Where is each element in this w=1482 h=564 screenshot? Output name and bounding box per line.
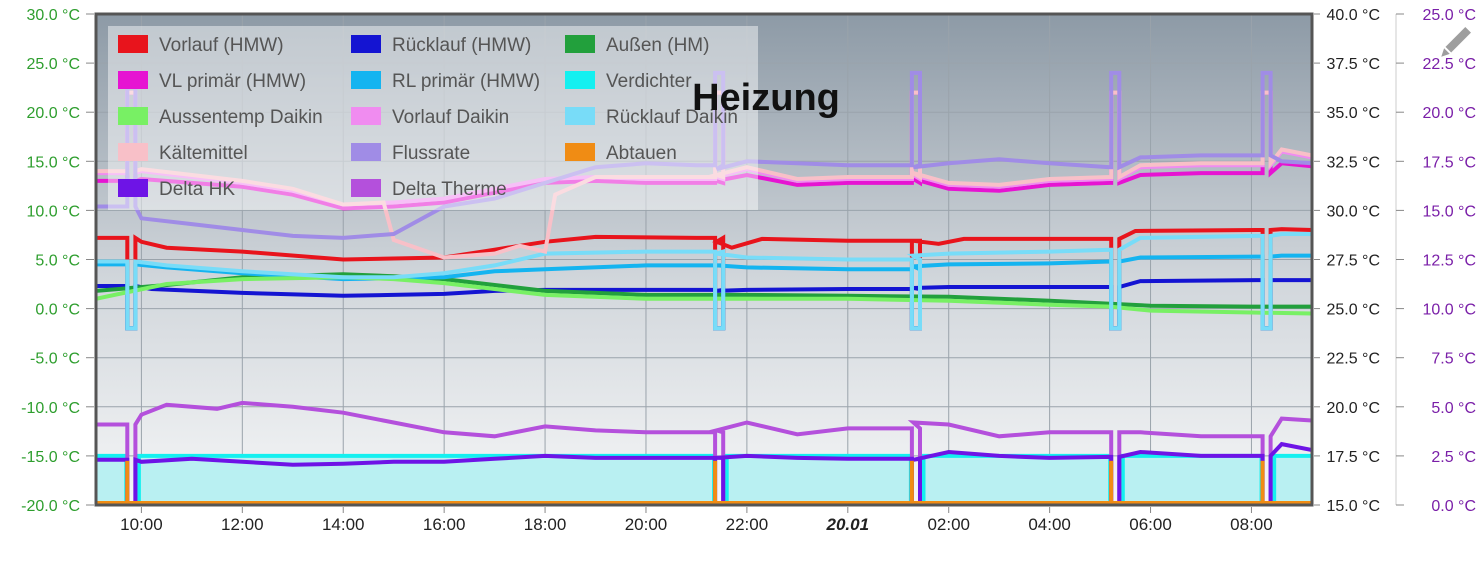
x-tick-label: 16:00 [423, 515, 466, 534]
abtauen-bar-0 [125, 460, 130, 505]
legend-swatch [351, 35, 381, 53]
verdichter-fill [96, 455, 1312, 505]
y-right2-tick-label: 22.5 °C [1422, 56, 1476, 73]
abtauen-bar-3 [1109, 460, 1114, 505]
y-right2-tick-label: 10.0 °C [1422, 302, 1476, 319]
legend-label[interactable]: Delta Therme [392, 179, 507, 200]
legend-label[interactable]: Flussrate [392, 143, 470, 164]
y-right2-tick-label: 7.5 °C [1431, 351, 1476, 368]
legend-label[interactable]: VL primär (HMW) [159, 71, 306, 92]
legend-swatch [565, 35, 595, 53]
y-left-tick-label: -10.0 °C [21, 400, 80, 417]
y-left-tick-label: 30.0 °C [26, 7, 80, 24]
legend-label[interactable]: Abtauen [606, 143, 677, 164]
x-axis: 10:00 12:00 14:00 16:00 18:00 20:00 22:00 20.01… [120, 507, 1273, 534]
x-tick-label: 02:00 [927, 515, 970, 534]
y-axis-left: -20.0 °C -15.0 °C -10.0 °C -5.0 °C 0.0 °C 5.0… [21, 7, 94, 515]
legend-label[interactable]: Kältemittel [159, 143, 248, 164]
y-right2-tick-label: 20.0 °C [1422, 105, 1476, 122]
legend-label[interactable]: Aussentemp Daikin [159, 107, 323, 128]
x-tick-label: 08:00 [1230, 515, 1273, 534]
series-line-8 [96, 90, 1312, 260]
abtauen-bar-2 [909, 460, 914, 505]
x-tick-label: 20:00 [625, 515, 668, 534]
y-right1-tick-label: 15.0 °C [1326, 498, 1380, 515]
y-right2-tick-label: 5.0 °C [1431, 400, 1476, 417]
legend-swatch [565, 71, 595, 89]
legend-swatch [351, 179, 381, 197]
legend-label[interactable]: Rücklauf (HMW) [392, 35, 531, 56]
y-left-tick-label: 5.0 °C [35, 253, 80, 270]
y-right2-tick-label: 15.0 °C [1422, 203, 1476, 220]
y-right1-tick-label: 20.0 °C [1326, 400, 1380, 417]
y-left-tick-label: 15.0 °C [26, 154, 80, 171]
y-right2-tick-label: 2.5 °C [1431, 449, 1476, 466]
y-right1-tick-label: 27.5 °C [1326, 253, 1380, 270]
x-tick-label: 14:00 [322, 515, 365, 534]
y-right1-tick-label: 25.0 °C [1326, 302, 1380, 319]
y-right1-tick-label: 32.5 °C [1326, 154, 1380, 171]
abtauen-bar-4 [1260, 460, 1265, 505]
edit-pencil-icon[interactable] [1438, 27, 1471, 60]
series-abtauen [96, 460, 1312, 505]
y-left-tick-label: -5.0 °C [30, 351, 80, 368]
legend-label[interactable]: RL primär (HMW) [392, 71, 540, 92]
y-right2-tick-label: 0.0 °C [1431, 498, 1476, 515]
y-left-tick-label: 20.0 °C [26, 105, 80, 122]
y-right2-tick-label: 17.5 °C [1422, 154, 1476, 171]
series-line-5 [96, 275, 1312, 316]
abtauen-bar-1 [713, 460, 718, 505]
series-line-11 [96, 441, 1312, 505]
legend-label[interactable]: Delta HK [159, 179, 235, 200]
legend: Vorlauf (HMW) Rücklauf (HMW) Außen (HM) VL … [108, 26, 758, 210]
x-tick-label: 12:00 [221, 515, 264, 534]
y-axis-right-1: 15.0 °C 17.5 °C 20.0 °C 22.5 °C 25.0 °C 27.5 … [1314, 7, 1397, 515]
y-right1-tick-label: 35.0 °C [1326, 105, 1380, 122]
series-line-0 [96, 227, 1312, 331]
legend-label[interactable]: Rücklauf Daikin [606, 107, 738, 128]
x-tick-label: 18:00 [524, 515, 567, 534]
y-left-tick-label: -15.0 °C [21, 449, 80, 466]
series-line-10 [96, 400, 1312, 505]
legend-swatch [118, 35, 148, 53]
legend-swatch [565, 143, 595, 161]
y-left-tick-label: -20.0 °C [21, 498, 80, 515]
y-right2-tick-label: 12.5 °C [1422, 253, 1476, 270]
y-axis-right-2: 0.0 °C 2.5 °C 5.0 °C 7.5 °C 10.0 °C 12.5 °C 15… [1396, 7, 1476, 515]
y-right1-tick-label: 17.5 °C [1326, 449, 1380, 466]
y-right1-tick-label: 40.0 °C [1326, 7, 1380, 24]
legend-swatch [565, 107, 595, 125]
x-tick-label: 04:00 [1028, 515, 1071, 534]
legend-background [108, 26, 758, 210]
legend-swatch [118, 143, 148, 161]
series-lines [96, 70, 1312, 505]
chart-title: Heizung [692, 77, 840, 119]
legend-label[interactable]: Verdichter [606, 71, 692, 92]
y-left-tick-label: 0.0 °C [35, 302, 80, 319]
series-line-3 [96, 90, 1312, 211]
x-tick-label: 06:00 [1129, 515, 1172, 534]
legend-swatch [351, 71, 381, 89]
y-right1-tick-label: 30.0 °C [1326, 203, 1380, 220]
series-line-9 [96, 70, 1312, 240]
x-tick-label: 10:00 [120, 515, 163, 534]
x-tick-label: 20.01 [826, 515, 870, 534]
y-right1-tick-label: 22.5 °C [1326, 351, 1380, 368]
plot-frame [94, 12, 1314, 507]
legend-swatch [351, 143, 381, 161]
y-left-tick-label: 25.0 °C [26, 56, 80, 73]
legend-swatch [118, 179, 148, 197]
legend-swatch [351, 107, 381, 125]
legend-label[interactable]: Außen (HM) [606, 35, 709, 56]
y-left-tick-label: 10.0 °C [26, 203, 80, 220]
x-tick-label: 22:00 [726, 515, 769, 534]
y-right1-tick-label: 37.5 °C [1326, 56, 1380, 73]
legend-swatch [118, 71, 148, 89]
legend-label[interactable]: Vorlauf Daikin [392, 107, 509, 128]
legend-label[interactable]: Vorlauf (HMW) [159, 35, 284, 56]
legend-swatch [118, 107, 148, 125]
y-right2-tick-label: 25.0 °C [1422, 7, 1476, 24]
series-line-7 [96, 232, 1312, 331]
